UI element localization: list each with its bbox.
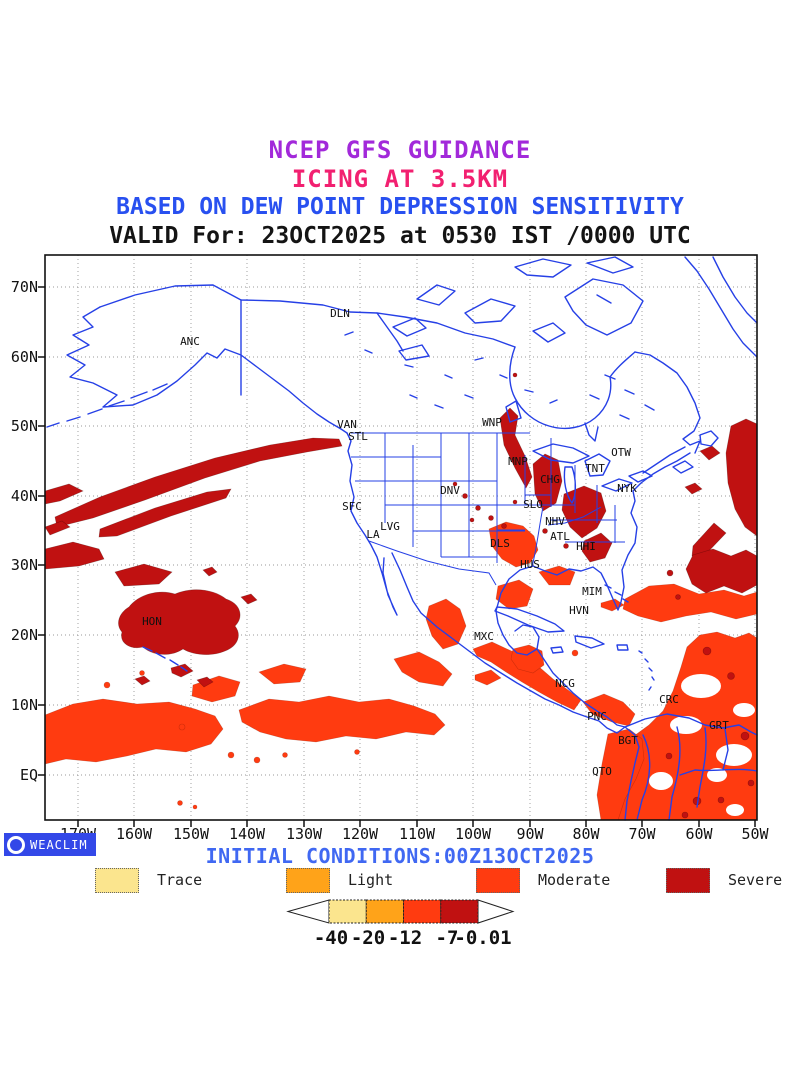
x-tick-label: 90W	[516, 825, 544, 843]
title-method: BASED ON DEW POINT DEPRESSION SENSITIVIT…	[116, 194, 684, 220]
y-axis-labels: 70N 60N 50N 40N 30N 20N 10N EQ	[11, 278, 38, 784]
colorbar-cell	[440, 899, 479, 924]
station-label: ANC	[180, 335, 200, 348]
x-tick-label: 160W	[116, 825, 153, 843]
station-label: TNT	[585, 462, 605, 475]
station-label: DLS	[490, 537, 510, 550]
x-tick-label: 130W	[286, 825, 323, 843]
title-product: ICING AT 3.5KM	[291, 165, 509, 193]
x-tick-label: 80W	[572, 825, 600, 843]
x-tick-label: 60W	[685, 825, 713, 843]
x-tick-label: 150W	[173, 825, 210, 843]
station-label: MNP	[508, 455, 528, 468]
logo-circle-icon	[7, 835, 25, 854]
initial-conditions-label: INITIAL CONDITIONS:00Z13OCT2025	[205, 844, 595, 868]
y-tick-label: 60N	[11, 348, 38, 366]
map-frame	[44, 254, 758, 821]
station-label: GRT	[709, 719, 729, 732]
title-model: NCEP GFS GUIDANCE	[268, 136, 532, 164]
station-label: DLN	[330, 307, 350, 320]
station-label: MIM	[582, 585, 602, 598]
y-tick-label: 30N	[11, 556, 38, 574]
y-tick-label: 40N	[11, 487, 38, 505]
colorbar: -40 -20 -12 -7-0.01	[286, 899, 515, 949]
weaclim-logo: WEACLIM	[4, 833, 96, 856]
station-label: NCG	[555, 677, 575, 690]
station-label: HVN	[569, 604, 589, 617]
x-tick-label: 140W	[229, 825, 266, 843]
icing-legend: Trace Light Moderate Severe	[0, 868, 800, 894]
state-borders	[351, 432, 625, 586]
legend-label: Trace	[157, 871, 203, 889]
y-tick-label: 20N	[11, 626, 38, 644]
station-label: LA	[366, 528, 380, 541]
colorbar-cell	[365, 899, 404, 924]
station-label: HHI	[576, 540, 596, 553]
x-axis-labels: 170W160W150W140W130W120W110W100W90W80W70…	[60, 825, 770, 843]
logo-text: WEACLIM	[30, 837, 88, 852]
station-label: LVG	[380, 520, 400, 533]
colorbar-right-arrow	[477, 899, 515, 924]
colorbar-tick-label: -7	[436, 927, 459, 949]
x-tick-label: 70W	[628, 825, 656, 843]
colorbar-tick-label: -20	[351, 927, 385, 949]
station-label: SLO	[523, 498, 543, 511]
coastlines	[46, 256, 758, 821]
station-label: PNC	[587, 710, 607, 723]
x-tick-label: 120W	[342, 825, 379, 843]
station-label: BGT	[618, 734, 638, 747]
station-label: ATL	[550, 530, 570, 543]
y-tick-label: 70N	[11, 278, 38, 296]
station-label: OTW	[611, 446, 631, 459]
title-validity: VALID For: 23OCT2025 at 0530 IST /0000 U…	[109, 223, 691, 249]
colorbar-left-arrow	[286, 899, 330, 924]
station-label: NHV	[545, 515, 565, 528]
colorbar-tick-label: -40	[314, 927, 348, 949]
legend-label: Moderate	[538, 871, 611, 889]
colorbar-tick-label: -12	[388, 927, 422, 949]
station-label: VAN	[337, 418, 357, 431]
x-tick-label: 110W	[399, 825, 436, 843]
legend-swatch-trace	[95, 868, 139, 893]
legend-swatch-moderate	[476, 868, 520, 893]
y-tick-label: EQ	[20, 766, 38, 784]
station-label: STL	[348, 430, 368, 443]
station-label: NYK	[617, 482, 637, 495]
station-label: HUS	[520, 558, 540, 571]
station-label: CHG	[540, 473, 560, 486]
colorbar-cell	[328, 899, 367, 924]
y-tick-label: 50N	[11, 417, 38, 435]
y-tick-label: 10N	[11, 696, 38, 714]
x-tick-label: 50W	[741, 825, 769, 843]
station-label: DNV	[440, 484, 460, 497]
x-tick-label: 100W	[455, 825, 492, 843]
legend-label: Severe	[728, 871, 783, 889]
station-label: CRC	[659, 693, 679, 706]
station-label: MXC	[474, 630, 494, 643]
station-label: HON	[142, 615, 162, 628]
colorbar-cell	[403, 899, 442, 924]
station-label: SFC	[342, 500, 362, 513]
station-label: WNP	[482, 416, 502, 429]
legend-label: Light	[348, 871, 394, 889]
colorbar-tick-label: -0.01	[454, 927, 511, 949]
legend-swatch-light	[286, 868, 330, 893]
axis-ticks	[38, 286, 756, 827]
legend-swatch-severe	[666, 868, 710, 893]
station-label: QTO	[592, 765, 612, 778]
